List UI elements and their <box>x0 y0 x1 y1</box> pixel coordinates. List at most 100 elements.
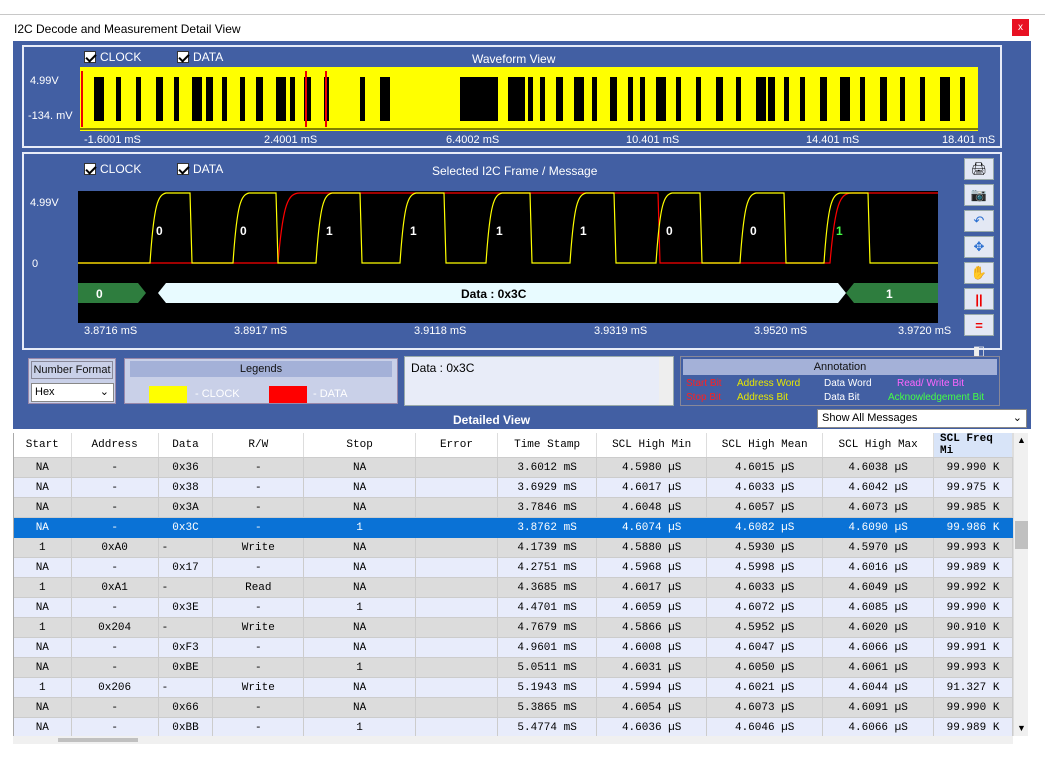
table-row[interactable]: NA -0x3A - NA 3.7846 mS 4.6048 µS 4.6057 µS 4.6… <box>14 497 1013 518</box>
table-cell: 99.986 K <box>933 517 1013 538</box>
table-row[interactable]: NA -0xBE -1 5.0511 mS 4.6031 µS 4.6050 µS 4.60… <box>14 657 1013 678</box>
print-icon[interactable]: 🖨 <box>964 158 994 180</box>
layers-icon[interactable]: ◧ <box>972 343 986 358</box>
waveform-y-top: 4.99V <box>30 75 59 87</box>
table-cell: - <box>71 697 159 718</box>
column-header[interactable]: Data <box>158 433 214 458</box>
table-row[interactable]: NA -0xBB -1 5.4774 mS 4.6036 µS 4.6046 µS 4.60… <box>14 717 1013 736</box>
table-cell: 99.985 K <box>933 497 1013 518</box>
column-header[interactable]: SCL High Mean <box>706 433 824 458</box>
table-cell: 99.992 K <box>933 577 1013 598</box>
waveform-x-tick: 10.401 mS <box>626 134 680 146</box>
number-format-value: Hex <box>35 386 55 398</box>
column-header[interactable]: SCL High Min <box>596 433 708 458</box>
table-cell: NA <box>303 557 416 578</box>
table-cell: 91.327 K <box>933 677 1013 698</box>
annotation-address-bit: Address Bit <box>737 392 789 403</box>
column-header[interactable]: R/W <box>212 433 305 458</box>
undo-icon[interactable]: ↶ <box>964 210 994 232</box>
waveform-y-bottom: -134. mV <box>28 110 73 122</box>
table-cell <box>415 497 499 518</box>
frame-data-checkbox[interactable]: DATA <box>177 162 223 176</box>
table-vertical-scrollbar[interactable]: ▲ ▼ <box>1013 433 1028 736</box>
checkbox-checked-icon <box>84 163 96 175</box>
column-header[interactable]: SCL Freq Mi <box>933 433 1013 458</box>
waveform-data-bursts <box>81 71 965 127</box>
scroll-up-icon[interactable]: ▲ <box>1017 435 1026 445</box>
table-cell: 4.6091 µS <box>822 697 935 718</box>
waveform-plot[interactable] <box>80 67 978 131</box>
table-row[interactable]: 1 0x204- Write NA 4.7679 mS 4.5866 µS 4.5952 µ… <box>14 617 1013 638</box>
column-header[interactable]: Time Stamp <box>497 433 598 458</box>
table-cell: 4.6042 µS <box>822 477 935 498</box>
table-row[interactable]: NA -0x3C -1 3.8762 mS 4.6074 µS 4.6082 µS 4.60… <box>14 517 1013 538</box>
vertical-cursor-icon[interactable]: || <box>964 288 994 310</box>
table-cell <box>415 557 499 578</box>
table-row[interactable]: 1 0xA0- Write NA 4.1739 mS 4.5880 µS 4.5930 µS… <box>14 537 1013 558</box>
table-cell: 0x204 <box>71 617 159 638</box>
data-textbox-scrollbar[interactable] <box>659 357 673 405</box>
column-header[interactable]: Stop <box>303 433 416 458</box>
column-header[interactable]: Address <box>71 433 159 458</box>
message-filter-select[interactable]: Show All Messages ⌄ <box>817 409 1027 428</box>
waveform-burst <box>94 77 104 121</box>
data-word-value: Data : 0x3C <box>461 287 527 301</box>
frame-panel: CLOCK DATA Selected I2C Frame / Message … <box>22 152 1002 358</box>
frame-clock-checkbox[interactable]: CLOCK <box>84 162 141 176</box>
table-horizontal-scrollbar[interactable] <box>13 736 1013 744</box>
table-cell: 4.6048 µS <box>596 497 708 518</box>
horizontal-cursor-icon[interactable]: = <box>964 314 994 336</box>
camera-icon[interactable]: 📷 <box>964 184 994 206</box>
table-row[interactable]: NA -0x3E -1 4.4701 mS 4.6059 µS 4.6072 µS 4.60… <box>14 597 1013 618</box>
table-row[interactable]: NA -0x66- NA 5.3865 mS 4.6054 µS 4.6073 µS 4.6… <box>14 697 1013 718</box>
ack-bit-value: 1 <box>886 287 893 301</box>
detail-table-container: Start Address Data R/W Stop Error Time Stamp SC… <box>13 433 1013 736</box>
table-row[interactable]: NA -0x38- NA 3.6929 mS 4.6017 µS 4.6033 µS 4.6… <box>14 477 1013 498</box>
chevron-down-icon: ⌄ <box>99 386 109 398</box>
scroll-down-icon[interactable]: ▼ <box>1017 723 1026 733</box>
waveform-data-checkbox[interactable]: DATA <box>177 50 223 64</box>
hand-icon[interactable]: ✋ <box>964 262 994 284</box>
table-cell: 4.6066 µS <box>822 637 935 658</box>
annotation-title: Annotation <box>683 359 997 375</box>
frame-bit-label: 1 <box>326 224 333 238</box>
waveform-burst <box>540 77 545 121</box>
scroll-thumb[interactable] <box>1015 521 1028 549</box>
table-cell: 1 <box>14 577 72 598</box>
column-header[interactable]: Error <box>415 433 499 458</box>
number-format-select[interactable]: Hex ⌄ <box>31 383 114 402</box>
table-row[interactable]: NA -0x36- NA 3.6012 mS 4.5980 µS 4.6015 µS 4.6… <box>14 457 1013 478</box>
table-cell: - <box>71 657 159 678</box>
table-cell: 4.6057 µS <box>706 497 824 518</box>
frame-bit-label: 0 <box>750 224 757 238</box>
move-icon[interactable]: ✥ <box>964 236 994 258</box>
frame-plot[interactable]: 0 0 1 1 1 1 0 0 1 0 Data : 0x3C 1 <box>78 191 938 323</box>
table-row[interactable]: 1 0x206- Write NA 5.1943 mS 4.5994 µS 4.6021 µ… <box>14 677 1013 698</box>
table-cell: 0xF3 <box>158 637 214 658</box>
annotation-box: Annotation Start Bit Address Word Data W… <box>680 356 1000 406</box>
table-cell: 4.6033 µS <box>706 577 824 598</box>
frame-x-tick: 3.8917 mS <box>234 325 288 337</box>
table-row[interactable]: 1 0xA1- Read NA 4.3685 mS 4.6017 µS 4.6033 µS 4… <box>14 577 1013 598</box>
waveform-burst <box>880 77 887 121</box>
waveform-clock-checkbox[interactable]: CLOCK <box>84 50 141 64</box>
table-cell: Write <box>212 617 305 638</box>
waveform-x-tick: 18.401 mS <box>942 134 996 146</box>
table-cell: - <box>158 537 214 558</box>
table-cell <box>415 617 499 638</box>
close-button[interactable]: x <box>1012 19 1029 36</box>
column-header[interactable]: SCL High Max <box>822 433 935 458</box>
waveform-burst <box>860 77 865 121</box>
table-cell: 4.6082 µS <box>706 517 824 538</box>
table-row[interactable]: NA -0x17- NA 4.2751 mS 4.5968 µS 4.5998 µS 4.6… <box>14 557 1013 578</box>
waveform-burst <box>656 77 666 121</box>
data-textbox-text: Data : 0x3C <box>411 361 475 375</box>
column-header[interactable]: Start <box>14 433 72 458</box>
frame-x-tick: 3.9118 mS <box>414 325 467 337</box>
table-row[interactable]: NA -0xF3- NA 4.9601 mS 4.6008 µS 4.6047 µS 4.6… <box>14 637 1013 658</box>
data-textbox[interactable]: Data : 0x3C <box>404 356 674 406</box>
hscroll-thumb[interactable] <box>58 738 138 742</box>
table-cell: 99.975 K <box>933 477 1013 498</box>
table-cell: 4.5866 µS <box>596 617 708 638</box>
table-cell <box>415 537 499 558</box>
